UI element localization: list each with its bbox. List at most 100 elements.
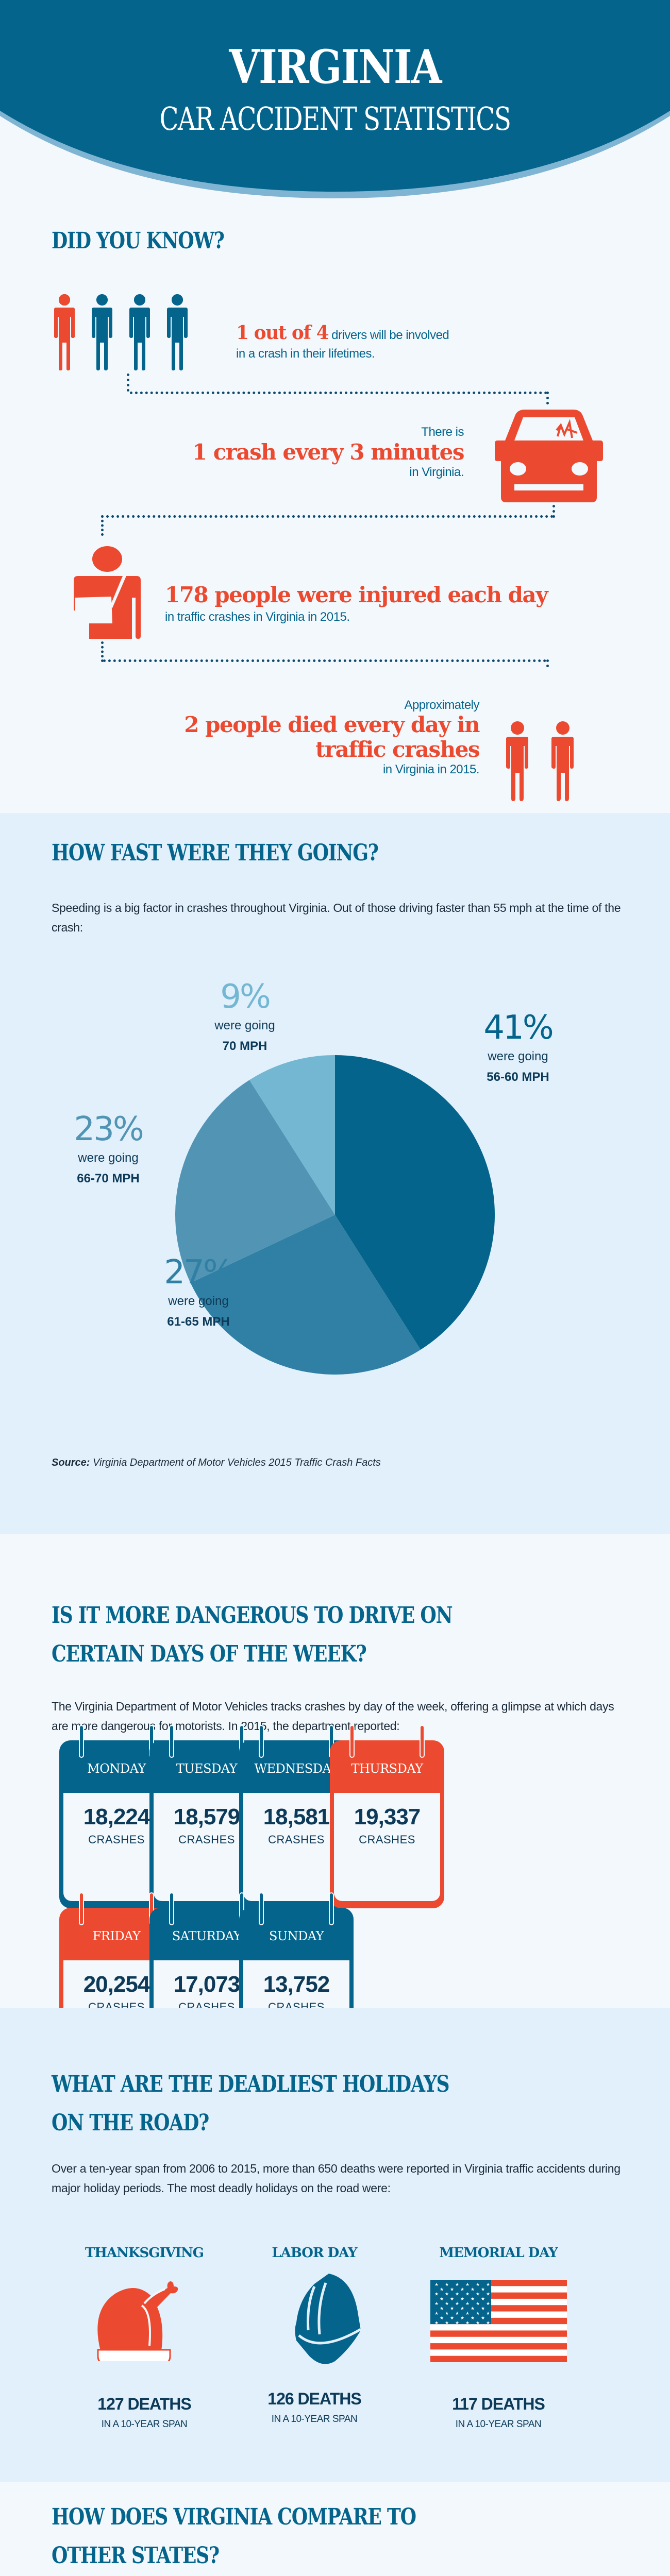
flag-star: ★ — [434, 2311, 439, 2316]
flag-star: ★ — [455, 2311, 459, 2316]
calendar-thursday: THURSDAY 19,337 CRASHES — [330, 1725, 444, 1908]
flag-star: ★ — [486, 2282, 490, 2287]
section-intro: Over a ten-year span from 2006 to 2015, … — [52, 2162, 621, 2195]
calendar-day: MONDAY — [87, 1761, 146, 1776]
flag-star: ★ — [481, 2286, 485, 2292]
flag-star: ★ — [450, 2315, 454, 2320]
header-banner: VIRGINIA CAR ACCIDENT STATISTICS — [0, 0, 670, 206]
crashed-car-icon — [495, 410, 603, 502]
holiday-memorial-day: MEMORIAL DAY ★ ★ ★ ★ ★ ★ ★ ★ ★ ★ ★ ★ ★ ★ ★ ★ ★ ★ ★ ★ ★ ★ ★ ★ ★ ★ ★… — [421, 2245, 576, 2430]
calendar-ring — [329, 1892, 334, 1925]
states-section: HOW DOES VIRGINIA COMPARE TO OTHER STATE… — [0, 2482, 670, 2576]
pie-category-label: 70 MPH — [222, 1039, 267, 1053]
flag-star: ★ — [471, 2315, 475, 2320]
fact-1-out-of-4: 1 out of 4 drivers will be involved in a… — [236, 322, 449, 361]
dotted-connector — [546, 392, 549, 404]
dotted-connector — [101, 515, 554, 518]
calendar-ring — [259, 1725, 264, 1758]
flag-star: ★ — [450, 2306, 454, 2311]
flag-star: ★ — [481, 2315, 485, 2320]
flag-star: ★ — [445, 2282, 449, 2287]
flag-star: ★ — [486, 2292, 490, 2297]
calendar-ring — [349, 1725, 355, 1758]
calendar-day: TUESDAY — [176, 1761, 238, 1776]
page-subtitle: CAR ACCIDENT STATISTICS — [159, 100, 511, 138]
flag-star: ★ — [476, 2282, 480, 2287]
did-you-know-section: DID YOU KNOW? 1 out of 4 drivers will be… — [0, 206, 670, 813]
pie-slice-61-65-mph — [190, 1215, 421, 1375]
flag-star: ★ — [445, 2311, 449, 2316]
crash-count: 17,073 — [173, 1972, 241, 1997]
turkey-icon — [97, 2281, 178, 2365]
speed-pie-chart — [175, 1055, 495, 1375]
calendar-ring — [79, 1725, 84, 1758]
pie-category-label: 56-60 MPH — [487, 1070, 549, 1084]
flag-star: ★ — [450, 2296, 454, 2301]
flag-star: ★ — [434, 2301, 439, 2306]
flag-stripe — [430, 2330, 567, 2337]
flag-star: ★ — [471, 2296, 475, 2301]
crash-count: 18,224 — [83, 1804, 150, 1829]
crash-count: 19,337 — [354, 1804, 421, 1829]
flag-stripe — [430, 2324, 567, 2331]
pie-pct-label: 9% — [220, 978, 271, 1016]
flag-star: ★ — [465, 2292, 470, 2297]
flag-star: ★ — [476, 2311, 480, 2316]
dotted-connector — [127, 374, 129, 392]
flag-star: ★ — [481, 2306, 485, 2311]
pie-pct-label: 27% — [164, 1253, 234, 1292]
pie-pct-label: 23% — [74, 1110, 144, 1148]
crash-count: 18,581 — [263, 1804, 330, 1829]
flag-star: ★ — [476, 2292, 480, 2297]
pie-pct-label: 41% — [483, 1009, 554, 1047]
calendar-ring — [259, 1892, 264, 1925]
flag-canton — [430, 2280, 491, 2325]
us-flag-icon: ★ ★ ★ ★ ★ ★★ ★ ★ ★ ★★ ★ ★ ★ ★ ★★ ★ ★ ★ ★★ ★ ★ ★ ★ ★★ ★ ★ ★ ★★ ★ ★ ★ ★ ★★… — [430, 2280, 567, 2363]
flag-star: ★ — [434, 2292, 439, 2297]
flag-star: ★ — [465, 2320, 470, 2325]
speed-section: HOW FAST WERE THEY GOING? Speeding is a … — [0, 813, 670, 1534]
fact-crash-every-3-minutes: There is 1 crash every 3 minutes in Virg… — [192, 425, 465, 480]
flag-stripe — [430, 2336, 567, 2344]
calendar-day: FRIDAY — [92, 1929, 141, 1943]
dotted-connector — [546, 659, 549, 667]
fact-2-died-every-day: Approximately 2 people died every day in… — [184, 698, 480, 776]
flag-star: ★ — [455, 2282, 459, 2287]
calendar-ring — [169, 1892, 174, 1925]
flag-star: ★ — [471, 2286, 475, 2292]
hard-hat-icon — [295, 2274, 362, 2364]
flag-star: ★ — [486, 2311, 490, 2316]
flag-star: ★ — [434, 2320, 439, 2325]
flag-star: ★ — [440, 2296, 444, 2301]
flag-star: ★ — [460, 2296, 464, 2301]
two-people-icon — [506, 721, 574, 801]
holiday-labor-day: LABOR DAY 126 DEATHS IN A 10-YEAR SPAN — [237, 2245, 392, 2425]
header-arc-shape — [0, 0, 670, 198]
flag-stripe — [430, 2343, 567, 2350]
flag-star: ★ — [455, 2301, 459, 2306]
flag-star: ★ — [481, 2296, 485, 2301]
injured-person-icon — [74, 546, 141, 639]
flag-star: ★ — [440, 2286, 444, 2292]
calendar-day: SATURDAY — [172, 1929, 242, 1943]
section-intro: Speeding is a big factor in crashes thro… — [52, 901, 621, 934]
people-1-of-4-icon — [54, 294, 188, 370]
pie-slice-66-70-mph — [175, 1080, 335, 1283]
pie-label-61-65: 27% were going 61-65 MPH — [152, 1256, 245, 1329]
section-title: HOW DOES VIRGINIA COMPARE TO OTHER STATE… — [52, 2504, 416, 2569]
calendar-day: SUNDAY — [269, 1929, 324, 1943]
pie-label-70: 9% were going 70 MPH — [198, 980, 291, 1054]
days-section: IS IT MORE DANGEROUS TO DRIVE ON CERTAIN… — [0, 1534, 670, 2076]
flag-star: ★ — [450, 2286, 454, 2292]
pie-category-label: 66-70 MPH — [77, 1172, 140, 1185]
flag-star: ★ — [471, 2306, 475, 2311]
flag-star: ★ — [460, 2306, 464, 2311]
flag-star: ★ — [440, 2315, 444, 2320]
dotted-connector — [101, 515, 104, 536]
flag-star: ★ — [434, 2282, 439, 2287]
flag-star: ★ — [465, 2301, 470, 2306]
calendar-day: WEDNESDAY — [254, 1761, 339, 1776]
flag-star: ★ — [486, 2301, 490, 2306]
flag-stripe — [430, 2355, 567, 2363]
calendar-day: THURSDAY — [351, 1761, 423, 1776]
